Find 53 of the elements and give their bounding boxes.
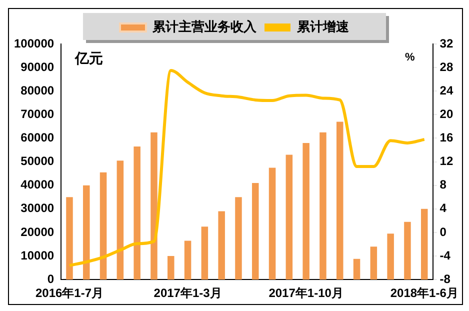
line-series: [68, 69, 426, 267]
y2-tick-label: 28: [440, 60, 454, 74]
y-tick-label: 40000: [20, 178, 54, 192]
y-tick-label: 100000: [14, 36, 54, 50]
y-tick-label: 0: [47, 272, 54, 286]
y-tick-label: 70000: [20, 106, 54, 121]
bar: [420, 208, 428, 280]
bar: [116, 160, 124, 280]
x-tick-label: 2016年1-7月: [35, 286, 104, 300]
bar: [387, 234, 394, 280]
legend-label: 累计增速: [296, 19, 350, 34]
x-tick-label: 2017年1-10月: [268, 286, 344, 300]
bar: [252, 183, 259, 280]
x-tick-label: 2017年1-3月: [154, 286, 222, 300]
y2-tick-label: 24: [440, 83, 454, 98]
y-axis-title: 亿元: [74, 50, 104, 66]
y2-tick-label: -8: [440, 272, 451, 286]
y-tick-label: 30000: [20, 201, 54, 216]
y-tick-label: 90000: [20, 60, 54, 74]
bar: [83, 185, 90, 280]
bar: [235, 197, 242, 280]
y-tick-label: 80000: [20, 83, 54, 98]
bar: [218, 211, 225, 280]
bar: [320, 132, 326, 280]
bar: [404, 222, 411, 280]
bar: [286, 154, 293, 280]
bar: [201, 226, 208, 280]
bar: [302, 142, 310, 280]
y2-tick-label: 20: [440, 106, 454, 121]
y-tick-label: 20000: [20, 224, 54, 239]
y-tick-label: 50000: [20, 154, 54, 168]
legend-label: 累计主营业务收入: [152, 19, 258, 34]
bar: [370, 246, 378, 280]
bar: [100, 172, 107, 280]
y2-tick-label: -4: [440, 248, 451, 262]
bar: [168, 256, 174, 280]
bar: [353, 258, 360, 280]
x-tick-label: 2018年1-6月: [390, 286, 458, 300]
bar: [336, 122, 344, 280]
y2-tick-label: 8: [440, 178, 447, 192]
y2-tick-label: 12: [440, 154, 454, 168]
bar: [150, 132, 158, 280]
y2-tick-label: 16: [440, 130, 454, 145]
bar: [184, 240, 192, 280]
y-tick-label: 10000: [20, 248, 54, 262]
y2-tick-label: 32: [440, 36, 454, 50]
y2-tick-label: 0: [440, 224, 447, 239]
y2-tick-label: 4: [440, 201, 447, 216]
bar: [134, 146, 140, 280]
bar: [66, 197, 73, 280]
bar: [268, 168, 276, 280]
y2-axis-title: %: [405, 52, 416, 64]
y-tick-label: 60000: [20, 130, 54, 145]
